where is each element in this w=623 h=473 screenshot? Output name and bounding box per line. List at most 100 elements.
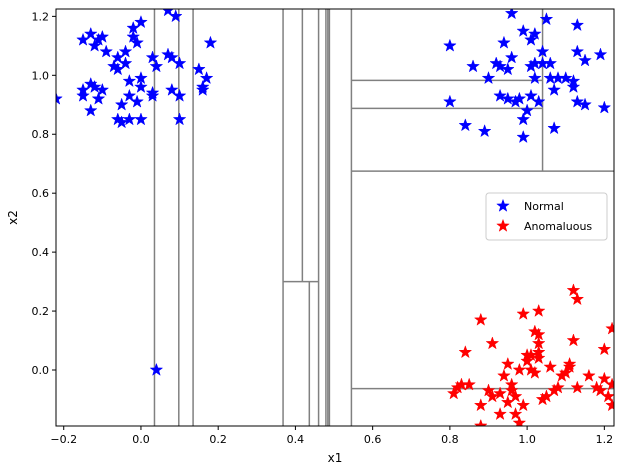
data-series: [56, 0, 614, 426]
data-point-star: [570, 44, 585, 58]
data-point-star: [597, 371, 612, 385]
data-point-star: [512, 415, 527, 426]
data-point-star: [516, 398, 531, 412]
data-point-star: [134, 112, 148, 126]
data-point-star: [164, 82, 179, 96]
data-point-star: [516, 306, 531, 320]
data-point-star: [570, 380, 585, 394]
x-tick-label: 0.6: [364, 433, 382, 446]
data-point-star: [516, 112, 531, 126]
data-point-star: [500, 356, 515, 370]
data-point-star: [114, 115, 129, 129]
data-point-star: [508, 389, 523, 403]
data-point-star: [149, 59, 164, 73]
data-point-star: [118, 56, 133, 70]
data-point-star: [56, 91, 63, 105]
data-point-star: [547, 121, 562, 135]
data-point-star: [570, 94, 585, 108]
x-tick-label: 0.8: [441, 433, 459, 446]
data-point-star: [473, 418, 488, 426]
data-point-star: [164, 50, 179, 64]
data-point-star: [134, 14, 148, 29]
data-point-star: [493, 88, 507, 102]
data-point-star: [601, 389, 614, 403]
data-point-star: [473, 398, 488, 412]
legend-label-anomaluous: Anomaluous: [524, 220, 592, 233]
data-point-star: [473, 312, 488, 326]
data-point-star: [172, 56, 187, 70]
data-point-star: [539, 12, 554, 26]
data-point-star: [547, 82, 562, 96]
legend-marker-anomaluous: [496, 218, 510, 232]
data-point-star: [605, 398, 614, 412]
legend-label-normal: Normal: [524, 200, 564, 213]
data-point-star: [83, 103, 98, 117]
data-point-star: [446, 386, 461, 400]
data-point-star: [500, 62, 515, 76]
data-point-star: [126, 29, 141, 43]
plot-frame: [55, 8, 615, 427]
data-point-star: [562, 356, 577, 370]
data-point-star: [493, 406, 507, 421]
data-point-star: [172, 88, 187, 102]
x-tick-label: 0.4: [287, 433, 305, 446]
data-point-star: [76, 32, 90, 46]
data-point-star: [83, 26, 98, 40]
data-point-star: [527, 70, 542, 85]
data-point-star: [442, 94, 457, 108]
data-point-star: [578, 53, 592, 67]
y-tick-label: 1.0: [32, 69, 50, 82]
data-point-star: [605, 321, 614, 335]
y-tick-label: 0.2: [32, 305, 50, 318]
data-point-star: [516, 23, 531, 37]
data-point-star: [504, 50, 519, 64]
data-point-star: [162, 9, 174, 17]
data-point-star: [581, 368, 596, 382]
y-tick-label: 0.6: [32, 187, 50, 200]
data-point-star: [543, 359, 558, 373]
data-point-star: [99, 44, 114, 58]
data-point-star: [578, 97, 592, 111]
data-point-star: [531, 303, 546, 317]
x-tick-label: 0.0: [132, 433, 150, 446]
data-point-star: [500, 91, 515, 105]
y-axis-label: x2: [6, 210, 20, 225]
data-point-star: [458, 118, 473, 132]
data-point-star: [566, 333, 581, 347]
data-point-star: [145, 50, 160, 64]
data-point-star: [458, 345, 473, 359]
data-point-star: [466, 59, 480, 73]
data-point-star: [191, 62, 206, 76]
data-point-star: [570, 292, 585, 306]
y-tick-label: 0.8: [32, 128, 50, 141]
data-point-star: [95, 82, 110, 96]
data-point-star: [566, 283, 581, 297]
data-point-star: [543, 56, 558, 70]
data-point-star: [481, 383, 496, 397]
data-point-star: [605, 377, 614, 391]
data-point-star: [145, 85, 160, 99]
legend-marker-normal: [496, 198, 510, 212]
data-point-star: [497, 35, 511, 49]
data-point-star: [485, 336, 500, 350]
data-point-star: [95, 29, 110, 43]
data-point-star: [570, 17, 585, 32]
data-point-star: [521, 0, 533, 7]
data-point-star: [203, 35, 218, 49]
x-tick-label: −0.2: [50, 433, 77, 446]
series-normal: [56, 0, 612, 376]
data-point-star: [134, 79, 148, 93]
data-point-star: [118, 44, 133, 58]
axes: −0.2 0.0 0.2 0.4 0.6 0.8 1.0 1.2 0.0 0.2 0.4 0.6 0.8…: [32, 8, 615, 446]
data-point-star: [551, 380, 565, 394]
legend: Normal Anomaluous: [485, 192, 608, 241]
data-point-star: [485, 389, 500, 403]
data-point-star: [516, 129, 531, 144]
legend-box: [485, 192, 608, 241]
data-point-star: [76, 88, 90, 102]
data-point-star: [122, 88, 137, 102]
data-point-star: [531, 94, 546, 108]
data-point-star: [520, 103, 535, 117]
y-tick-label: 0.4: [32, 246, 50, 259]
